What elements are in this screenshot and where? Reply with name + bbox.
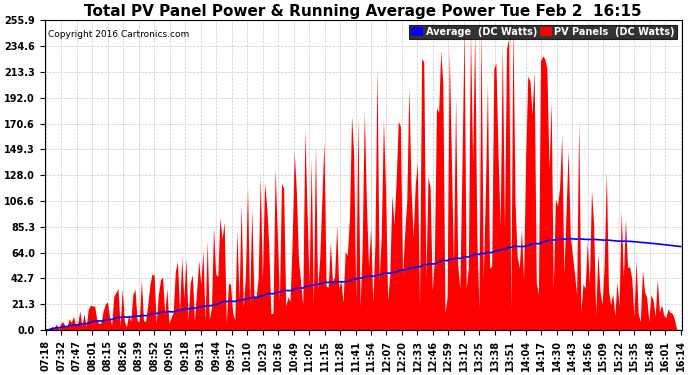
Title: Total PV Panel Power & Running Average Power Tue Feb 2  16:15: Total PV Panel Power & Running Average P… [84,4,642,19]
Legend: Average  (DC Watts), PV Panels  (DC Watts): Average (DC Watts), PV Panels (DC Watts) [409,25,677,39]
Text: Copyright 2016 Cartronics.com: Copyright 2016 Cartronics.com [48,30,189,39]
